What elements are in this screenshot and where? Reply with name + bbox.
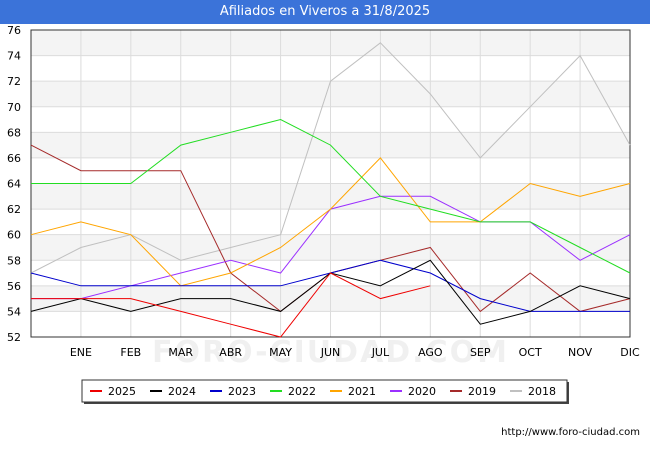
legend-label-2021: 2021: [348, 385, 376, 398]
series-line-2025: [31, 272, 431, 338]
y-tick-label: 68: [7, 126, 21, 139]
x-tick-label: MAR: [168, 346, 193, 359]
x-tick-label: JUL: [371, 346, 390, 359]
legend-label-2023: 2023: [228, 385, 256, 398]
y-tick-label: 58: [7, 254, 21, 267]
legend: [81, 379, 568, 403]
title-bar: Afiliados en Viveros a 31/8/2025: [0, 0, 650, 24]
y-tick-label: 52: [7, 331, 21, 344]
x-tick-label: MAY: [269, 346, 292, 359]
legend-label-2024: 2024: [168, 385, 196, 398]
legend-label-2018: 2018: [528, 385, 556, 398]
source-url[interactable]: http://www.foro-ciudad.com: [501, 427, 640, 438]
series-line-2021: [30, 157, 631, 287]
x-tick-label: DIC: [620, 346, 640, 359]
y-tick-label: 56: [7, 280, 21, 293]
watermark: FORO-CIUDAD.COM: [152, 335, 509, 370]
series-line-2022: [31, 118, 631, 274]
x-tick-label: JUN: [320, 346, 341, 359]
legend-label-2025: 2025: [108, 385, 136, 398]
y-tick-label: 60: [7, 229, 21, 242]
x-tick-label: OCT: [519, 346, 542, 359]
x-tick-label: AGO: [418, 346, 443, 359]
y-tick-label: 70: [7, 101, 21, 114]
legend-label-2022: 2022: [288, 385, 316, 398]
x-tick-label: SEP: [470, 346, 491, 359]
y-tick-label: 76: [7, 24, 21, 37]
legend-label-2020: 2020: [408, 385, 436, 398]
y-tick-label: 72: [7, 75, 21, 88]
x-tick-label: FEB: [120, 346, 141, 359]
y-tick-label: 64: [7, 178, 21, 191]
chart-title: Afiliados en Viveros a 31/8/2025: [219, 4, 431, 19]
x-tick-label: NOV: [568, 346, 593, 359]
y-tick-label: 66: [7, 152, 21, 165]
y-tick-label: 62: [7, 203, 21, 216]
x-tick-label: ENE: [70, 346, 92, 359]
y-tick-label: 54: [7, 305, 21, 318]
legend-label-2019: 2019: [468, 385, 496, 398]
x-tick-label: ABR: [219, 346, 242, 359]
y-tick-label: 74: [7, 50, 21, 63]
